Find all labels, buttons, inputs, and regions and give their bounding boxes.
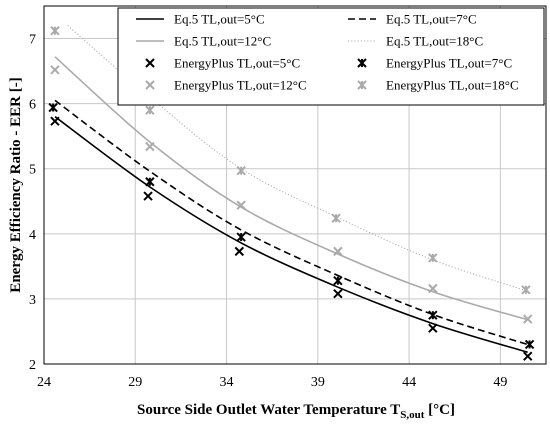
legend-entry-label: EnergyPlus TL,out=12°C — [174, 78, 307, 93]
x-tick-label: 29 — [128, 375, 142, 390]
star-marker — [428, 310, 438, 320]
marker-stroke — [50, 65, 60, 75]
x-tick-label: 34 — [220, 375, 234, 390]
legend-entry-label: Eq.5 TL,out=7°C — [386, 12, 477, 27]
star-marker — [331, 213, 341, 223]
x-tick-label: 44 — [402, 375, 416, 390]
marker-stroke — [234, 246, 245, 257]
star-marker — [48, 102, 58, 113]
x-marker — [236, 200, 246, 210]
x-marker — [50, 116, 60, 126]
x-axis-label-main: Source Side Outlet Water Temperature T — [137, 402, 400, 418]
x-marker — [523, 314, 533, 324]
star-marker — [236, 232, 246, 242]
x-marker — [428, 283, 438, 294]
series-layer — [48, 25, 535, 361]
y-tick-label: 2 — [29, 358, 36, 373]
x-marker — [333, 288, 343, 299]
legend-entry-label: Eq.5 TL,out=5°C — [174, 12, 265, 27]
marker-stroke — [333, 246, 343, 257]
x-marker — [523, 351, 533, 361]
star-marker — [357, 58, 367, 68]
x-marker — [428, 323, 438, 333]
y-axis-label: Energy Efficiency Ratio - EER [-] — [8, 77, 24, 292]
star-marker — [357, 80, 367, 90]
marker-stroke — [333, 288, 343, 299]
y-tick-label: 6 — [29, 98, 36, 113]
y-tick-label: 7 — [29, 33, 36, 48]
star-marker — [333, 275, 343, 286]
x-marker — [145, 141, 155, 152]
legend-entry-label: Eq.5 TL,out=12°C — [174, 34, 271, 49]
marker-stroke — [428, 323, 438, 333]
legend-entry-label: EnergyPlus TL,out=18°C — [386, 78, 519, 93]
series-line — [54, 99, 528, 346]
x-tick-label: 39 — [311, 375, 325, 390]
star-marker — [428, 253, 438, 263]
marker-stroke — [145, 58, 155, 68]
plot-frame — [43, 5, 547, 365]
x-axis-label-unit: [°C] — [424, 402, 455, 418]
marker-stroke — [50, 116, 60, 126]
x-marker — [234, 246, 245, 257]
legend: Eq.5 TL,out=5°C Eq.5 TL,out=7°C Eq.5 TL,ou… — [117, 7, 545, 106]
x-marker — [145, 80, 155, 90]
marker-stroke — [428, 283, 438, 294]
star-marker — [236, 165, 246, 176]
legend-box — [117, 7, 545, 106]
x-marker — [145, 58, 155, 68]
y-tick-label: 4 — [29, 228, 36, 243]
marker-stroke — [143, 191, 153, 201]
star-marker — [50, 26, 60, 36]
marker-stroke — [145, 80, 155, 90]
x-tick-label: 49 — [493, 375, 507, 390]
marker-stroke — [145, 141, 155, 152]
x-tick-label: 24 — [37, 375, 51, 390]
star-marker — [145, 105, 155, 115]
x-axis-label: Source Side Outlet Water Temperature TS,… — [137, 402, 455, 421]
x-axis-label-subscript: S,out — [400, 409, 424, 421]
series-line — [54, 56, 528, 321]
x-marker — [333, 246, 343, 257]
star-marker — [524, 339, 535, 350]
marker-stroke — [236, 200, 246, 210]
legend-entry-label: EnergyPlus TL,out=7°C — [386, 56, 512, 71]
x-marker — [143, 191, 153, 201]
star-marker — [145, 177, 155, 187]
marker-stroke — [523, 351, 533, 361]
marker-stroke — [523, 314, 533, 324]
star-marker — [521, 285, 531, 295]
y-tick-label: 3 — [29, 293, 36, 308]
legend-entry-label: Eq.5 TL,out=18°C — [386, 34, 483, 49]
x-marker — [50, 65, 60, 75]
legend-entry-label: EnergyPlus TL,out=5°C — [174, 56, 300, 71]
y-tick-label: 5 — [29, 163, 36, 178]
